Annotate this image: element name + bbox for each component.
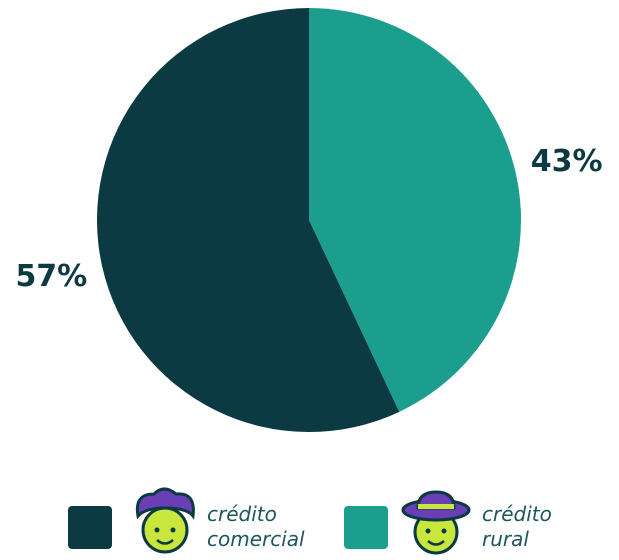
value-label: 57% bbox=[15, 259, 87, 294]
pie: 43% 57% bbox=[15, 8, 603, 432]
pie-slice bbox=[96, 8, 400, 432]
value-label: 43% bbox=[531, 144, 603, 179]
legend-swatch bbox=[68, 506, 112, 549]
legend-swatch bbox=[344, 506, 388, 549]
legend-label: crédito rural bbox=[482, 502, 552, 551]
icon-comercial bbox=[135, 487, 195, 554]
pie-slice bbox=[309, 8, 522, 412]
icon-rural bbox=[401, 490, 471, 555]
legend-label: crédito comercial bbox=[207, 502, 305, 551]
